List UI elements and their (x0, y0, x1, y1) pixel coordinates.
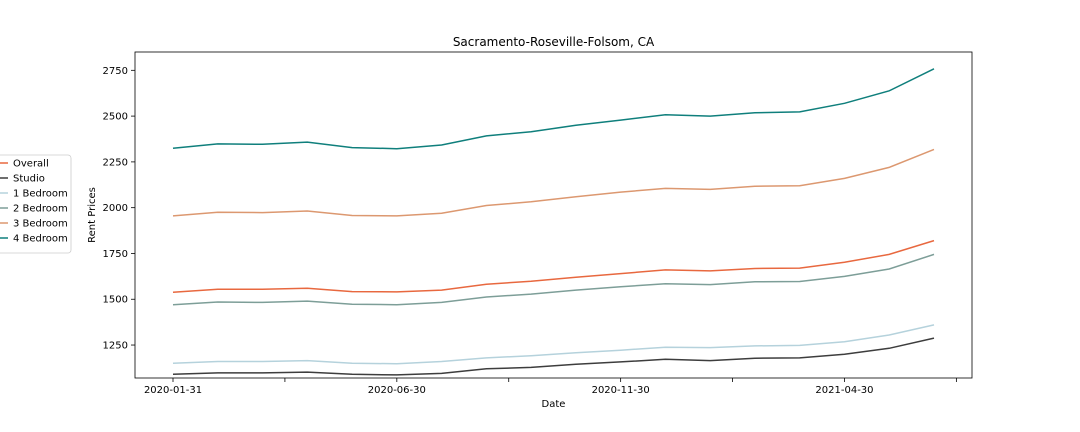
series-line-4 (172, 148, 935, 217)
x-tick-label-0: 2020-01-31 (144, 385, 202, 396)
series-line-3 (172, 253, 935, 306)
legend-box (0, 154, 72, 254)
series-line-2 (172, 324, 935, 365)
x-tick-label-6: 2021-04-30 (815, 385, 873, 396)
chart-title: Sacramento-Roseville-Folsom, CA (453, 35, 655, 49)
y-axis-ticks: 1250 1500 1750 2000 2250 2500 2750 (103, 66, 135, 352)
legend-label-5: 4 Bedroom (13, 234, 68, 245)
legend-label-1: Studio (13, 174, 45, 185)
series-line-5 (172, 68, 935, 150)
legend-label-4: 3 Bedroom (13, 219, 68, 230)
x-tick-label-2: 2020-06-30 (368, 385, 426, 396)
legend-label-2: 1 Bedroom (13, 189, 68, 200)
y-tick-label-1: 1500 (103, 295, 128, 306)
x-tick-label-4: 2020-11-30 (592, 385, 650, 396)
x-axis-label: Date (542, 399, 566, 410)
x-axis-ticks: 2020-01-31 2020-06-30 2020-11-30 2021-04-30 (144, 378, 957, 396)
series-line-0 (172, 239, 935, 294)
series-line-1 (172, 337, 935, 376)
plot-frame (134, 51, 973, 379)
y-axis-label: Rent Prices (87, 187, 98, 243)
y-tick-label-4: 2250 (103, 157, 128, 168)
y-tick-label-5: 2500 (103, 112, 128, 123)
y-tick-label-3: 2000 (103, 203, 128, 214)
series-layer (172, 68, 935, 376)
legend: Overall Studio 1 Bedroom 2 Bedroom 3 Bedroom… (0, 154, 72, 254)
y-tick-label-6: 2750 (103, 66, 128, 77)
y-tick-label-0: 1250 (103, 341, 128, 352)
y-tick-label-2: 1750 (103, 249, 128, 260)
legend-label-0: Overall (13, 159, 49, 170)
legend-label-3: 2 Bedroom (13, 204, 68, 215)
